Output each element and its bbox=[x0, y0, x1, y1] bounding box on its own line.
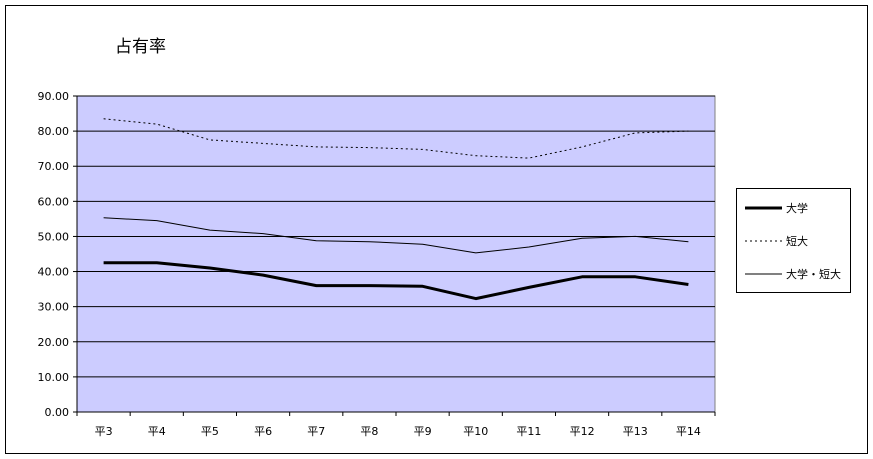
x-tick-label: 平3 bbox=[95, 425, 113, 438]
x-tick-label: 平13 bbox=[623, 425, 648, 438]
y-tick-label: 10.00 bbox=[38, 371, 70, 384]
legend: 大学 短大 大学・短大 bbox=[736, 188, 851, 293]
legend-label-tandai: 短大 bbox=[786, 234, 808, 248]
x-tick-label: 平7 bbox=[307, 425, 325, 438]
x-tick-label: 平10 bbox=[463, 425, 488, 438]
y-tick-label: 40.00 bbox=[38, 266, 70, 279]
y-axis-tick-labels: 0.00 10.00 20.00 30.00 40.00 50.00 60.00 70.00 8… bbox=[38, 90, 77, 419]
x-tick-label: 平4 bbox=[148, 425, 166, 438]
series-lines bbox=[103, 118, 689, 301]
y-tick-label: 60.00 bbox=[38, 195, 70, 208]
x-tick-label: 平9 bbox=[414, 425, 432, 438]
x-tick-label: 平14 bbox=[676, 425, 701, 438]
series-line-1 bbox=[103, 118, 689, 159]
y-tick-label: 0.00 bbox=[45, 406, 70, 419]
y-tick-label: 70.00 bbox=[38, 160, 70, 173]
y-tick-label: 80.00 bbox=[38, 125, 70, 138]
chart-title: 占有率 bbox=[115, 37, 166, 57]
plot-area bbox=[76, 95, 716, 413]
series-line-0 bbox=[103, 261, 689, 301]
gridlines bbox=[77, 95, 715, 378]
y-tick-label: 30.00 bbox=[38, 301, 70, 314]
legend-label-daigaku: 大学 bbox=[786, 201, 808, 215]
y-tick-label: 20.00 bbox=[38, 336, 70, 349]
legend-label-daigaku-tandai: 大学・短大 bbox=[786, 267, 841, 281]
y-tick-label: 90.00 bbox=[38, 90, 70, 103]
series-line-2 bbox=[103, 217, 689, 254]
x-tick-label: 平11 bbox=[516, 425, 541, 438]
x-axis-tick-labels: 平3 平4 平5 平6 平7 平8 平9 平10 平11 平12 平13 平14 bbox=[76, 412, 716, 438]
x-tick-label: 平8 bbox=[360, 425, 378, 438]
x-tick-label: 平12 bbox=[570, 425, 595, 438]
x-tick-label: 平5 bbox=[201, 425, 219, 438]
x-tick-label: 平6 bbox=[254, 425, 272, 438]
y-tick-label: 50.00 bbox=[38, 230, 70, 243]
